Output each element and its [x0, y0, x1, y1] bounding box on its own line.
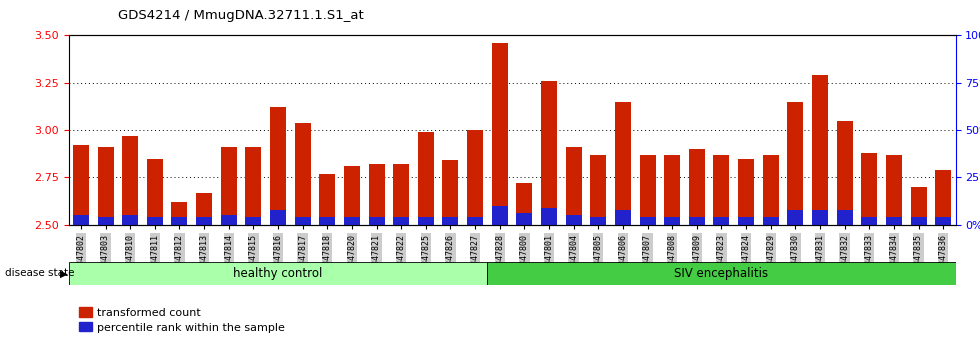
Bar: [640, 155, 656, 225]
Bar: [565, 147, 582, 225]
Bar: [319, 217, 335, 225]
Bar: [98, 217, 114, 225]
Bar: [368, 164, 384, 225]
Bar: [886, 155, 902, 225]
Bar: [147, 159, 163, 225]
Bar: [713, 217, 729, 225]
Bar: [73, 215, 89, 225]
Bar: [393, 164, 410, 225]
Bar: [467, 130, 483, 225]
Bar: [910, 217, 926, 225]
Bar: [664, 155, 680, 225]
Bar: [417, 217, 434, 225]
Bar: [590, 217, 607, 225]
Bar: [713, 155, 729, 225]
Bar: [689, 149, 705, 225]
Bar: [69, 262, 487, 285]
Bar: [787, 102, 804, 225]
Bar: [122, 136, 138, 225]
Bar: [344, 217, 360, 225]
Bar: [861, 217, 877, 225]
Text: healthy control: healthy control: [233, 267, 322, 280]
Bar: [319, 174, 335, 225]
Bar: [614, 210, 631, 225]
Bar: [73, 145, 89, 225]
Bar: [220, 147, 237, 225]
Bar: [220, 215, 237, 225]
Bar: [837, 210, 853, 225]
Bar: [541, 81, 557, 225]
Bar: [344, 166, 360, 225]
Bar: [886, 217, 902, 225]
Bar: [172, 217, 187, 225]
Bar: [762, 155, 779, 225]
Bar: [245, 217, 262, 225]
Legend: transformed count, percentile rank within the sample: transformed count, percentile rank withi…: [74, 303, 290, 337]
Bar: [812, 210, 828, 225]
Bar: [245, 147, 262, 225]
Bar: [442, 160, 459, 225]
Bar: [417, 132, 434, 225]
Bar: [812, 75, 828, 225]
Bar: [614, 102, 631, 225]
Bar: [295, 122, 311, 225]
Bar: [270, 107, 286, 225]
Bar: [565, 215, 582, 225]
Bar: [295, 217, 311, 225]
Bar: [196, 217, 212, 225]
Bar: [590, 155, 607, 225]
Text: disease state: disease state: [5, 268, 74, 278]
Bar: [910, 187, 926, 225]
Bar: [541, 208, 557, 225]
Bar: [935, 170, 952, 225]
Bar: [664, 217, 680, 225]
Bar: [368, 217, 384, 225]
Bar: [270, 210, 286, 225]
Bar: [172, 202, 187, 225]
Bar: [738, 217, 754, 225]
Bar: [640, 217, 656, 225]
Bar: [516, 213, 532, 225]
Bar: [147, 217, 163, 225]
Bar: [837, 121, 853, 225]
Bar: [762, 217, 779, 225]
Bar: [487, 262, 956, 285]
Bar: [516, 183, 532, 225]
Bar: [196, 193, 212, 225]
Bar: [689, 217, 705, 225]
Bar: [98, 147, 114, 225]
Bar: [492, 43, 508, 225]
Bar: [122, 215, 138, 225]
Bar: [442, 217, 459, 225]
Bar: [935, 217, 952, 225]
Bar: [393, 217, 410, 225]
Bar: [467, 217, 483, 225]
Text: GDS4214 / MmugDNA.32711.1.S1_at: GDS4214 / MmugDNA.32711.1.S1_at: [118, 9, 364, 22]
Text: ▶: ▶: [60, 268, 68, 278]
Bar: [861, 153, 877, 225]
Bar: [492, 206, 508, 225]
Text: SIV encephalitis: SIV encephalitis: [674, 267, 768, 280]
Bar: [787, 210, 804, 225]
Bar: [738, 159, 754, 225]
